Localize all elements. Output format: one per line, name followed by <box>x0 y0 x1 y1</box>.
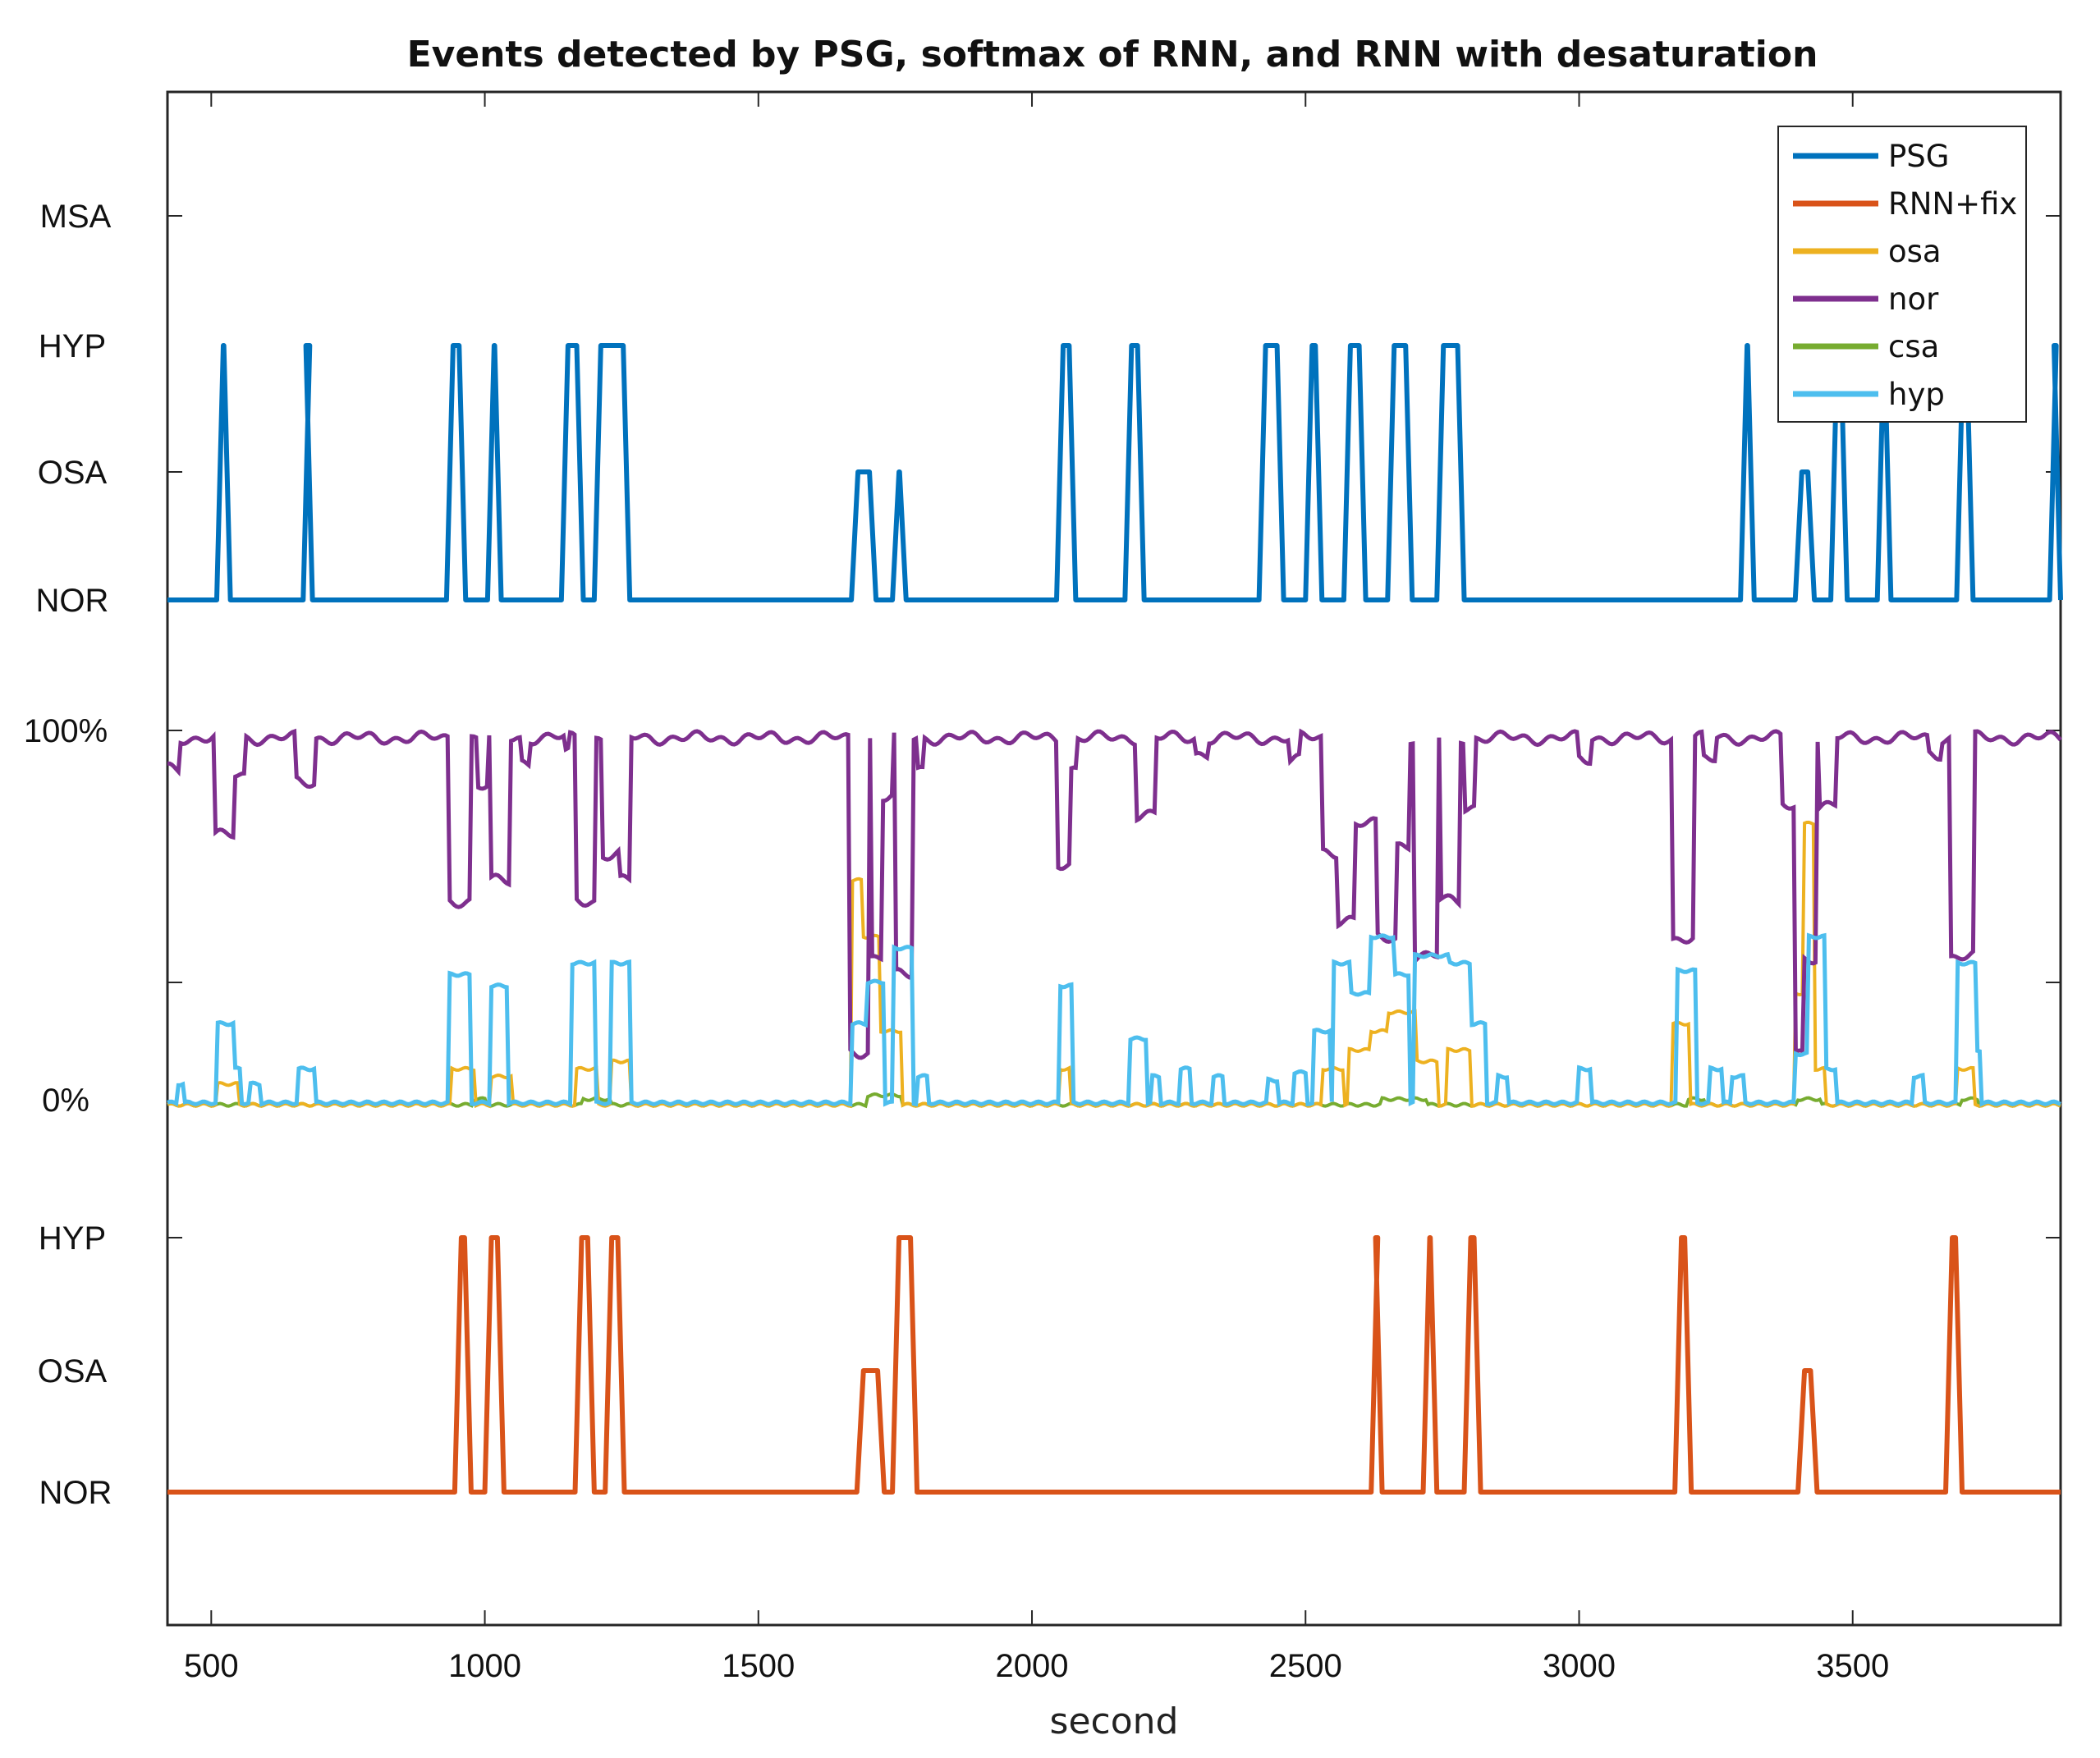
legend-label: RNN+fix <box>1888 186 2017 222</box>
y-label: OSA <box>38 455 108 491</box>
legend-label: csa <box>1888 329 1939 364</box>
x-tick-label: 500 <box>184 1648 239 1684</box>
x-tick-label: 2000 <box>996 1648 1069 1684</box>
legend-label: PSG <box>1888 139 1949 174</box>
y-label: MSA <box>40 199 112 235</box>
y-label: 100% <box>24 713 108 749</box>
y-label: 0% <box>42 1083 89 1119</box>
series-rnn-fix <box>167 1235 2061 1495</box>
chart-title: Events detected by PSG, softmax of RNN, … <box>407 34 1818 76</box>
y-axis-labels: MSA HYP OSA NOR 100% 0% HYP OSA NOR <box>24 199 112 1511</box>
legend-box <box>1777 126 2027 423</box>
x-tick-label: 2500 <box>1269 1648 1342 1684</box>
plot-area <box>166 90 2062 1627</box>
legend-label: nor <box>1888 282 1939 317</box>
legend-label: hyp <box>1888 377 1945 412</box>
x-axis-label: second <box>1050 1701 1179 1742</box>
series-hyp <box>167 932 2061 1107</box>
x-tick-label: 1500 <box>722 1648 795 1684</box>
y-label: NOR <box>39 1475 112 1511</box>
series-nor <box>167 728 2062 1060</box>
y-label: NOR <box>36 583 109 619</box>
x-axis-tick-labels: 500 1000 1500 2000 2500 3000 3500 <box>184 1648 1889 1684</box>
y-label: HYP <box>39 1220 106 1257</box>
y-label: OSA <box>38 1353 108 1389</box>
y-label: HYP <box>39 328 106 364</box>
legend: PSG RNN+fix osa nor csa hyp <box>1777 126 2027 423</box>
x-tick-label: 3000 <box>1543 1648 1616 1684</box>
x-tick-label: 3500 <box>1816 1648 1889 1684</box>
legend-entries: PSG RNN+fix osa nor csa hyp <box>1793 139 2017 412</box>
axis-ticks <box>167 92 2061 1625</box>
x-tick-label: 1000 <box>448 1648 521 1684</box>
legend-label: osa <box>1888 234 1942 269</box>
